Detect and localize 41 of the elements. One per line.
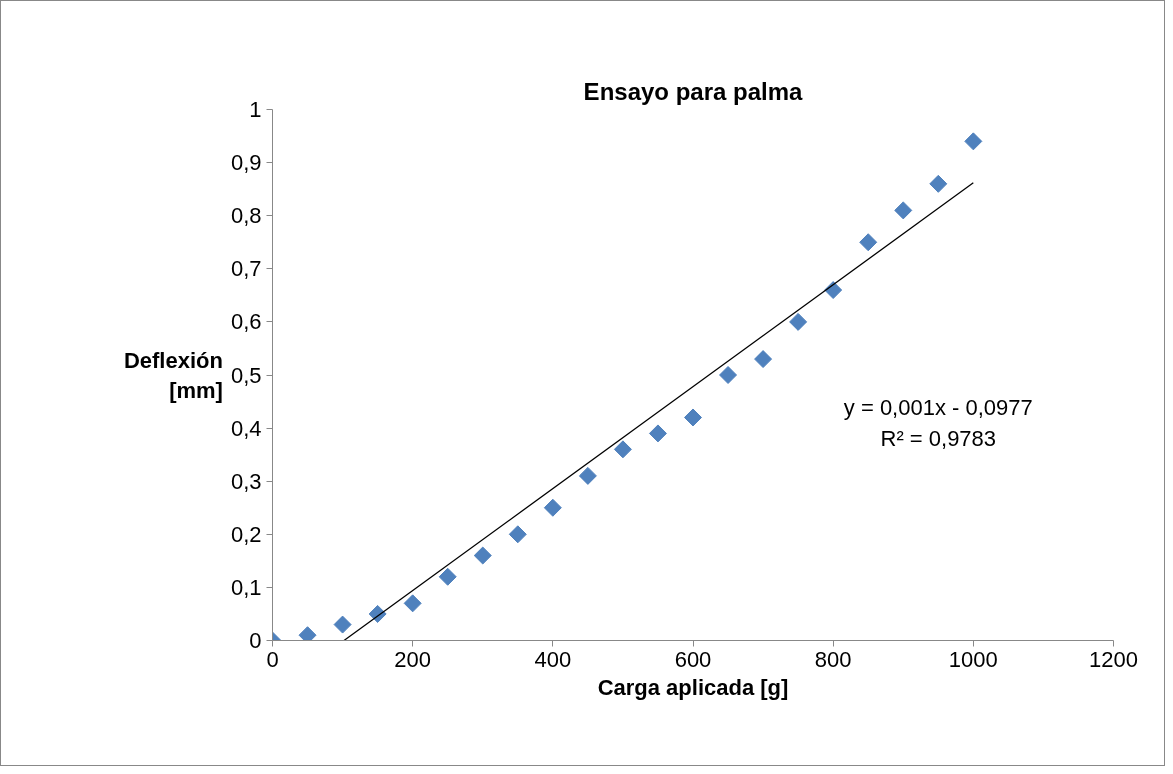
point — [613, 440, 632, 459]
x-tick-label: 1200 — [1089, 646, 1138, 672]
x-tick-label: 800 — [814, 646, 852, 672]
point — [438, 567, 457, 586]
point — [578, 466, 597, 485]
point — [684, 408, 702, 427]
point — [754, 350, 773, 369]
y-tick-label: 0,1 — [230, 574, 262, 600]
y-tick-label: 0,7 — [230, 256, 262, 282]
point — [403, 594, 422, 613]
point — [894, 201, 913, 220]
x-tick-label: 600 — [674, 646, 712, 672]
y-tick-label: 0,4 — [230, 415, 262, 441]
chart-title: Ensayo para palma — [583, 77, 804, 105]
y-tick-label: 1 — [249, 97, 262, 122]
y-tick-label: 0,2 — [230, 521, 262, 547]
x-axis-title: Carga aplicada [g] — [597, 674, 789, 700]
y-axis-title: Deflexión [mm] — [123, 347, 223, 403]
point — [648, 424, 667, 443]
x-tick-label: 400 — [534, 646, 572, 672]
y-tick-label: 0 — [249, 628, 262, 653]
x-tick-label: 0 — [266, 646, 279, 672]
y-tick-label: 0,6 — [230, 309, 262, 335]
point — [964, 132, 983, 151]
y-tick-label: 0,9 — [230, 150, 262, 176]
point — [719, 366, 738, 384]
point — [333, 615, 352, 634]
y-tick-label: 0,3 — [230, 468, 262, 494]
point — [789, 312, 808, 331]
point — [473, 546, 492, 565]
x-tick-label: 1000 — [948, 646, 998, 672]
point — [543, 498, 562, 517]
annotation: y = 0,001x - 0,0977 — [843, 395, 1033, 421]
point — [859, 233, 878, 252]
point — [298, 626, 317, 641]
x-tick-label: 200 — [394, 646, 432, 672]
annotation: R² = 0,9783 — [880, 425, 997, 451]
y-tick-label: 0,5 — [230, 362, 262, 388]
point — [508, 525, 527, 544]
point — [929, 174, 948, 193]
y-tick-label: 0,8 — [230, 203, 262, 229]
